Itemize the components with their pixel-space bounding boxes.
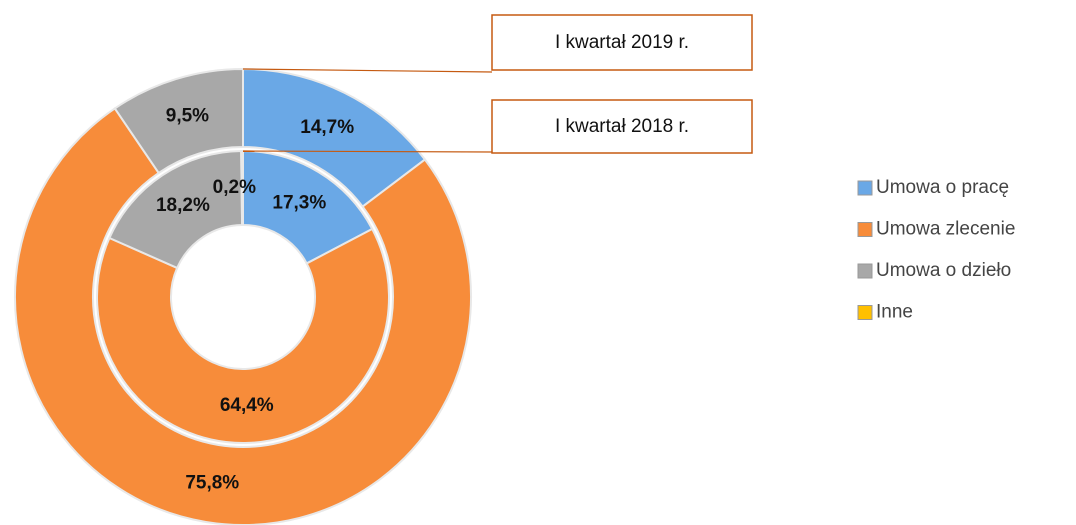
donut-slice [108, 149, 244, 270]
series-name: I kwartał 2018 r. [555, 116, 689, 137]
callout-line [242, 150, 493, 153]
callout-box [491, 14, 753, 71]
series-name: I kwartał 2019 r. [555, 32, 689, 53]
data-label: 9,5% [166, 105, 209, 126]
donut-slice [14, 107, 472, 525]
data-label: 17,3% [272, 193, 326, 214]
donut-slice [240, 149, 244, 227]
data-label: 18,2% [156, 195, 210, 216]
legend-label: Umowa o pracę [876, 177, 1009, 198]
data-label: 14,7% [300, 117, 354, 138]
legend-label: Umowa zlecenie [876, 219, 1015, 240]
legend-swatch [857, 222, 873, 237]
donut-slice [96, 227, 390, 444]
data-label: 0,2% [213, 177, 256, 198]
legend-label: Umowa o dzieło [876, 260, 1011, 281]
data-label: 64,4% [220, 395, 274, 416]
legend-label: Inne [876, 302, 913, 323]
callout-box [491, 99, 753, 154]
legend-swatch [857, 305, 873, 320]
callout-line [242, 68, 493, 73]
legend-swatch [857, 180, 873, 196]
legend-swatch [857, 263, 873, 279]
data-label: 75,8% [185, 472, 239, 493]
